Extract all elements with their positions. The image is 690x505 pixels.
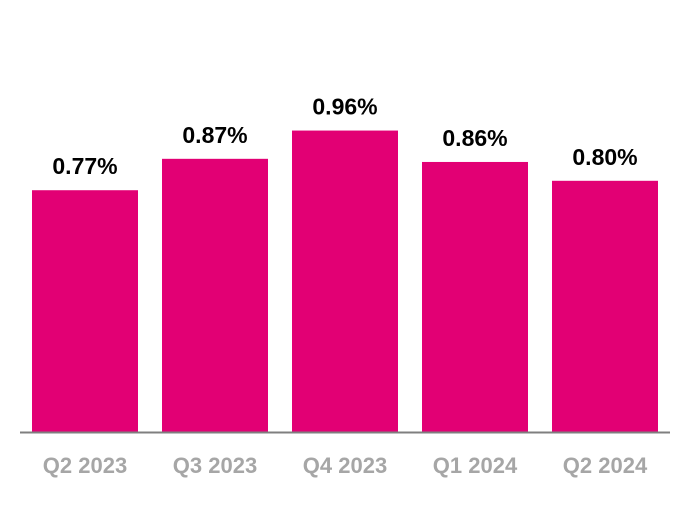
data-label: 0.87% bbox=[182, 122, 247, 148]
bar-q4-2023 bbox=[292, 130, 398, 432]
bar-q2-2023 bbox=[32, 190, 138, 432]
x-tick-label: Q4 2023 bbox=[303, 453, 387, 478]
x-tick-label: Q2 2023 bbox=[43, 453, 127, 478]
x-tick-label: Q2 2024 bbox=[563, 453, 648, 478]
x-tick-label: Q1 2024 bbox=[433, 453, 518, 478]
x-tick-label: Q3 2023 bbox=[173, 453, 257, 478]
bar-q3-2023 bbox=[162, 158, 268, 432]
data-label: 0.96% bbox=[312, 94, 377, 120]
data-label: 0.86% bbox=[442, 125, 507, 151]
bar-q1-2024 bbox=[422, 161, 528, 432]
data-label: 0.80% bbox=[572, 144, 637, 170]
data-label: 0.77% bbox=[52, 153, 117, 179]
bar-q2-2024 bbox=[552, 180, 658, 432]
